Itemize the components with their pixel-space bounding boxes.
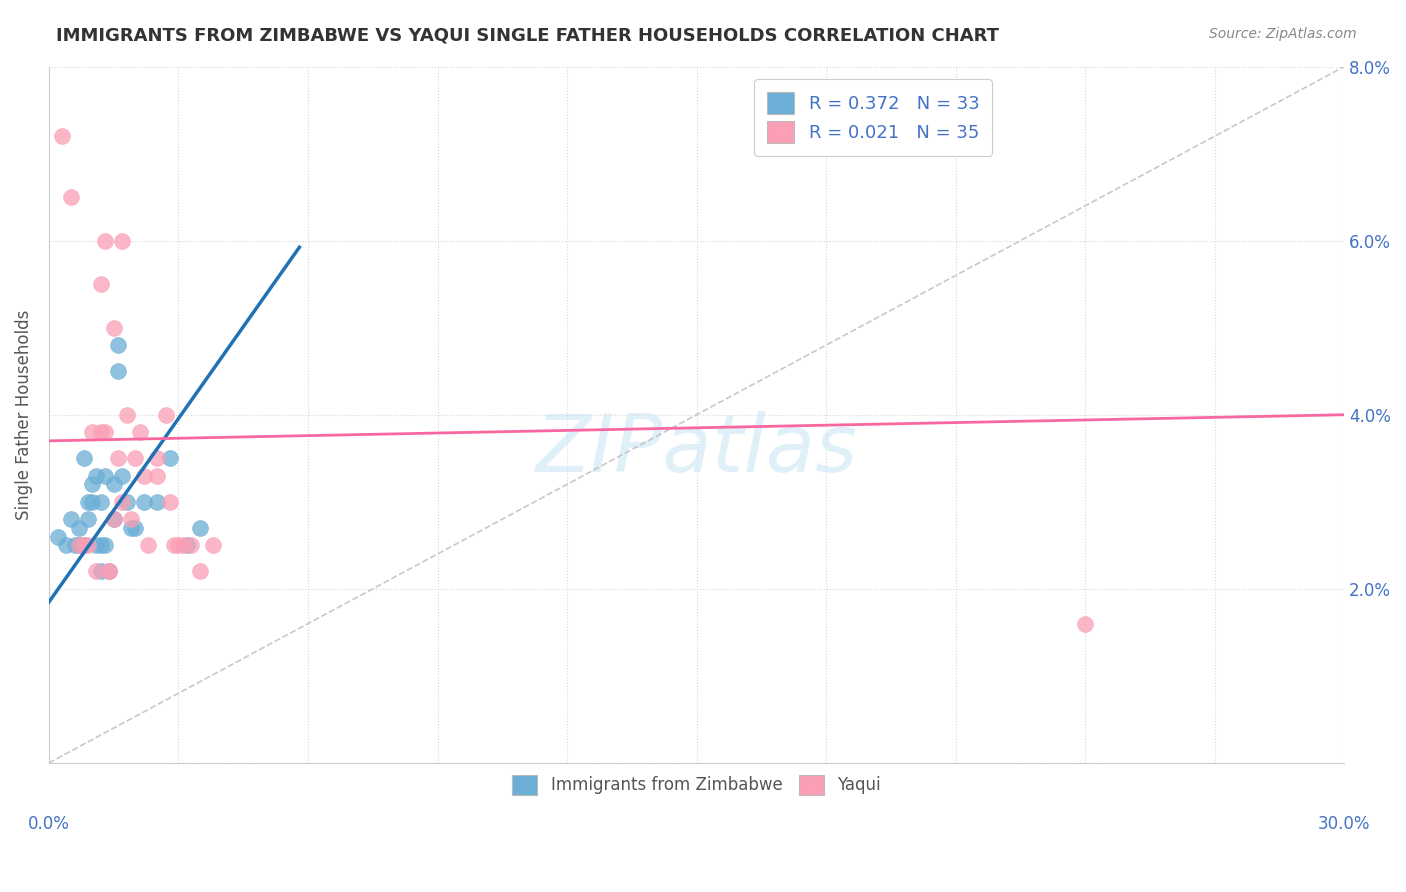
Text: ZIPatlas: ZIPatlas [536, 410, 858, 489]
Legend: Immigrants from Zimbabwe, Yaqui: Immigrants from Zimbabwe, Yaqui [503, 766, 889, 804]
Point [124, 521, 146, 535]
Point [67, 538, 90, 552]
Point [86, 565, 108, 579]
Point [94, 468, 117, 483]
Point [59, 512, 82, 526]
Point [159, 495, 181, 509]
Point [132, 468, 155, 483]
Point [98, 565, 121, 579]
Point [67, 538, 90, 552]
Point [111, 234, 134, 248]
Point [172, 538, 194, 552]
Point [107, 364, 129, 378]
Point [86, 538, 108, 552]
Point [146, 495, 169, 509]
Point [59, 190, 82, 204]
Point [180, 538, 202, 552]
Text: IMMIGRANTS FROM ZIMBABWE VS YAQUI SINGLE FATHER HOUSEHOLDS CORRELATION CHART: IMMIGRANTS FROM ZIMBABWE VS YAQUI SINGLE… [56, 27, 1000, 45]
Point [90, 425, 112, 439]
Point [146, 468, 169, 483]
Point [155, 408, 177, 422]
Point [163, 538, 186, 552]
Point [82, 495, 104, 509]
Point [94, 538, 117, 552]
Point [132, 495, 155, 509]
Text: 0.0%: 0.0% [28, 815, 70, 833]
Point [111, 495, 134, 509]
Point [115, 408, 138, 422]
Point [72, 538, 94, 552]
Point [90, 538, 112, 552]
Text: Source: ZipAtlas.com: Source: ZipAtlas.com [1209, 27, 1357, 41]
Point [90, 277, 112, 292]
Point [115, 495, 138, 509]
Point [188, 565, 211, 579]
Point [103, 477, 125, 491]
Point [136, 538, 159, 552]
Point [103, 320, 125, 334]
Point [176, 538, 198, 552]
Point [67, 521, 90, 535]
Point [94, 234, 117, 248]
Point [46, 530, 69, 544]
Point [202, 538, 225, 552]
Point [86, 468, 108, 483]
Point [72, 538, 94, 552]
Point [98, 565, 121, 579]
Point [55, 538, 77, 552]
Point [76, 538, 98, 552]
Point [167, 538, 190, 552]
Point [98, 565, 121, 579]
Point [82, 425, 104, 439]
Point [1074, 616, 1097, 631]
Y-axis label: Single Father Households: Single Father Households [15, 310, 32, 520]
Point [188, 521, 211, 535]
Point [76, 495, 98, 509]
Point [107, 451, 129, 466]
Point [146, 451, 169, 466]
Text: 30.0%: 30.0% [1317, 815, 1371, 833]
Point [159, 451, 181, 466]
Point [51, 129, 73, 144]
Point [120, 521, 142, 535]
Point [103, 512, 125, 526]
Point [90, 565, 112, 579]
Point [111, 468, 134, 483]
Point [82, 477, 104, 491]
Point [90, 495, 112, 509]
Point [76, 512, 98, 526]
Point [103, 512, 125, 526]
Point [107, 338, 129, 352]
Point [72, 451, 94, 466]
Point [120, 512, 142, 526]
Point [94, 425, 117, 439]
Point [128, 425, 150, 439]
Point [63, 538, 86, 552]
Point [124, 451, 146, 466]
